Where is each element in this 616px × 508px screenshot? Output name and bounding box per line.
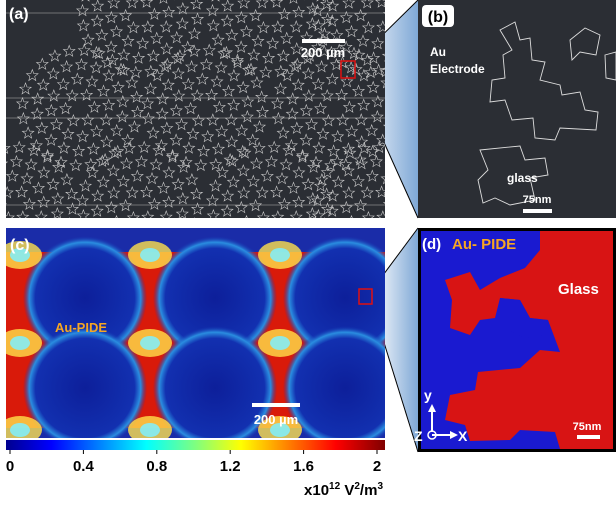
- hotspot: [140, 336, 160, 350]
- unit-part: 12: [329, 481, 341, 492]
- hotspot: [10, 336, 30, 350]
- star-motif: [0, 176, 4, 187]
- annotation: Au-PIDE: [55, 320, 107, 335]
- star-motif: [0, 254, 2, 265]
- unit-part: 3: [377, 481, 383, 492]
- star-motif: [398, 196, 409, 207]
- star-motif: [393, 0, 404, 3]
- star-motif: [384, 8, 395, 19]
- scale-bar-label: 200 µm: [254, 412, 298, 427]
- panel-label: (a): [9, 6, 29, 23]
- star-motif: [0, 200, 6, 211]
- hotspot: [270, 336, 290, 350]
- scale-bar-label: 200 µm: [301, 45, 345, 60]
- axis-label: y: [424, 387, 432, 403]
- star-motif: [384, 198, 395, 209]
- hotspot: [140, 248, 160, 262]
- star-motif: [386, 223, 397, 234]
- tick-label: 0.8: [146, 458, 167, 475]
- annotation: Au: [430, 45, 446, 59]
- star-motif: [64, 218, 75, 229]
- tick-label: 1.6: [293, 458, 314, 475]
- annotation: glass: [507, 171, 538, 185]
- panel-c: [0, 228, 407, 450]
- tick-label: 2: [373, 458, 381, 475]
- panel-label: (d): [422, 236, 441, 253]
- scale-bar-label: 75nm: [573, 421, 602, 433]
- star-motif: [396, 211, 407, 222]
- hotspot: [10, 423, 30, 437]
- hotspot: [270, 248, 290, 262]
- unit-part: x10: [304, 482, 329, 499]
- star-motif: [189, 218, 200, 229]
- figure: (a) 200 µm (b) Au Electrode glass 75nm (…: [0, 0, 616, 508]
- star-motif: [319, 218, 330, 229]
- panel-label: (b): [428, 9, 448, 26]
- scale-bar-label: 75nm: [523, 194, 552, 206]
- tick-label: 1.2: [220, 458, 241, 475]
- axis-label: Z: [414, 428, 423, 444]
- star-motif: [0, 239, 5, 250]
- colorbar-unit: x1012 V2/m3: [304, 481, 383, 499]
- unit-part: /m: [360, 482, 378, 499]
- annotation: Au- PIDE: [452, 236, 516, 253]
- panel-b: [418, 0, 616, 218]
- panel-label: (c): [10, 237, 30, 254]
- colorbar: [6, 440, 385, 450]
- tick-label: 0: [6, 458, 14, 475]
- unit-part: V: [340, 482, 354, 499]
- star-motif: [424, 218, 435, 229]
- star-motif: [396, 233, 407, 244]
- annotation: Glass: [558, 281, 599, 298]
- annotation: Electrode: [430, 62, 485, 76]
- tick-label: 0.4: [73, 458, 95, 475]
- axis-label: X: [458, 428, 468, 444]
- hotspot: [140, 423, 160, 437]
